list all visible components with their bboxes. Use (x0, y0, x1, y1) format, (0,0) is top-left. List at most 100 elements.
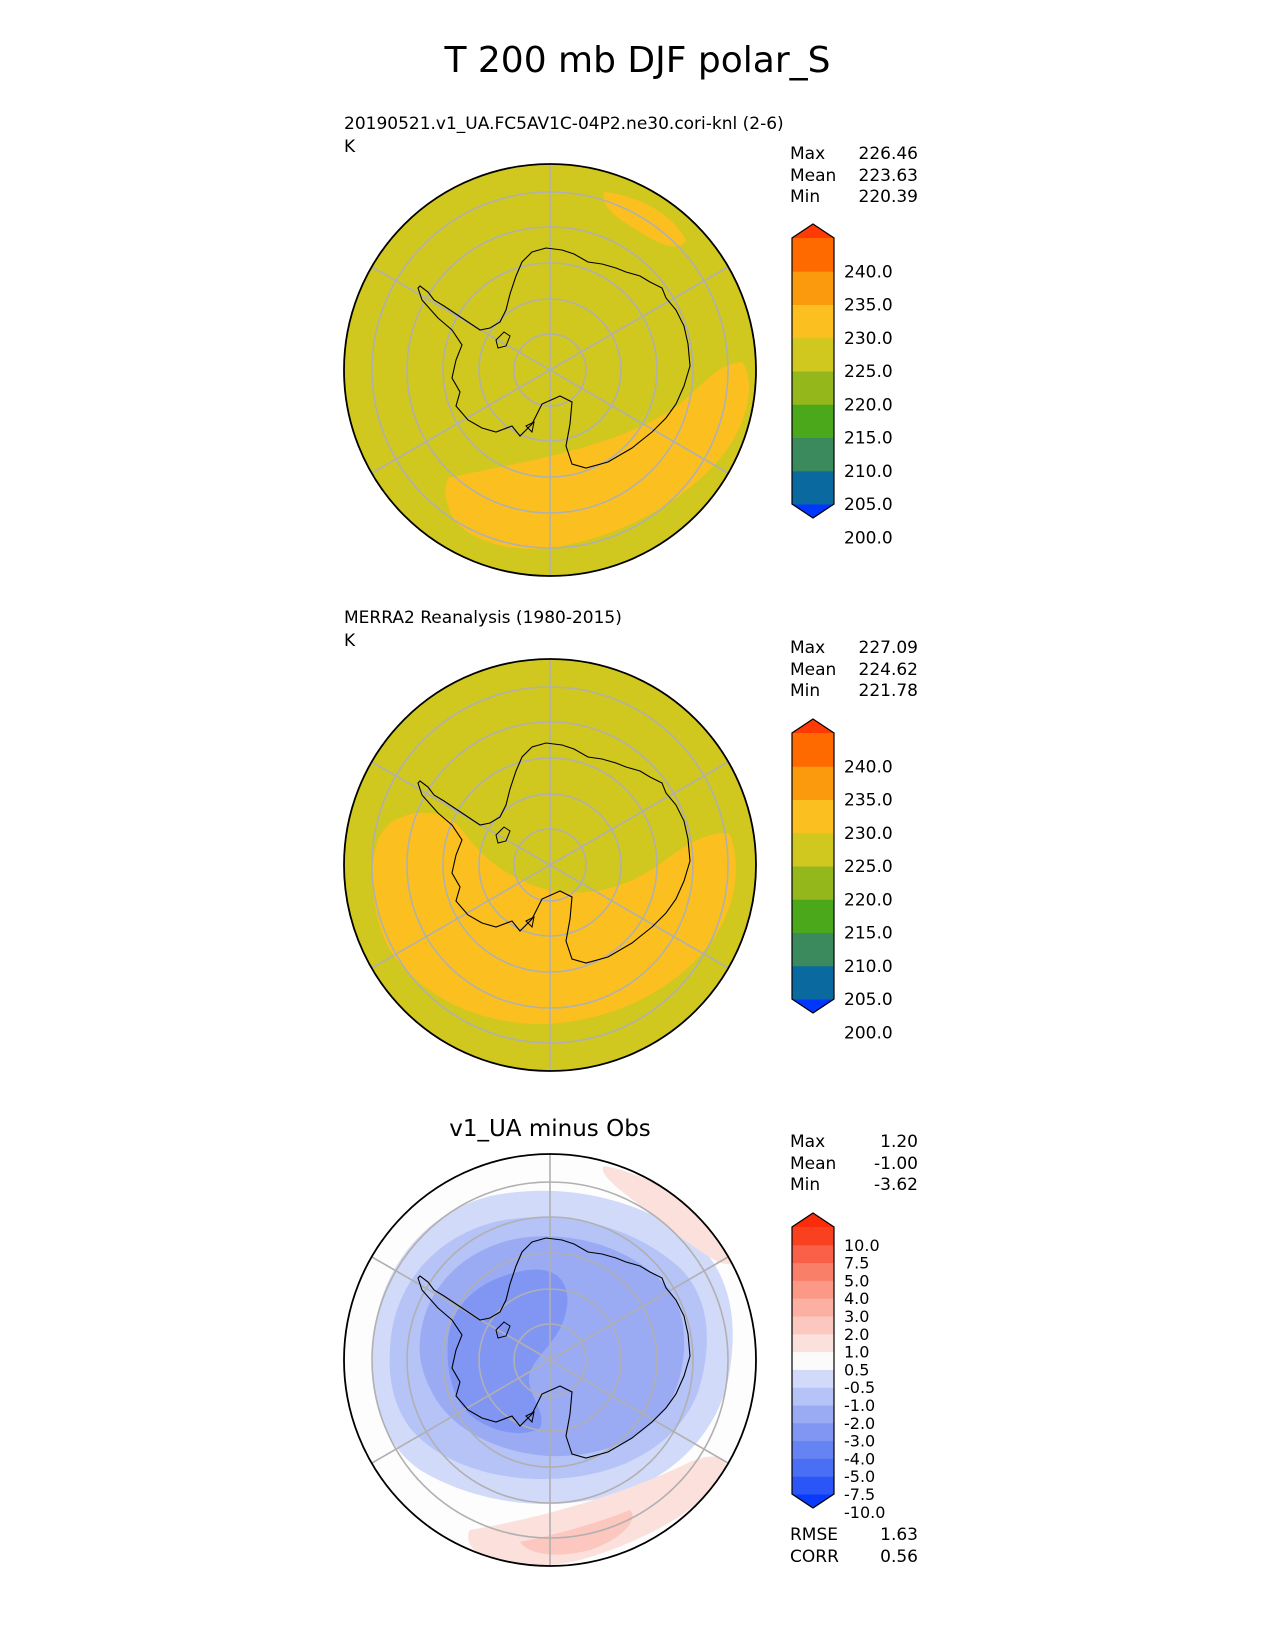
colorbar-band (792, 1387, 834, 1406)
colorbar-extend-min (792, 504, 834, 518)
colorbar-tick-label: 235.0 (844, 791, 893, 811)
colorbar-tick-label: 225.0 (844, 362, 893, 382)
neg-level-4 (447, 1269, 568, 1434)
colorbar-3: 10.07.55.04.03.02.01.00.5-0.5-1.0-2.0-3.… (791, 1212, 885, 1522)
colorbar-tick-label: 4.0 (844, 1289, 869, 1308)
colorbar-band (792, 733, 834, 767)
colorbar-tick-label: -2.0 (844, 1414, 875, 1433)
colorbar-band (792, 965, 834, 1000)
colorbar-band (792, 1244, 834, 1264)
colorbar-outline (791, 718, 835, 1014)
colorbar-tick-label: 200.0 (844, 1023, 893, 1043)
colorbar-tick-label: 205.0 (844, 990, 893, 1010)
stat-label: Mean (790, 165, 837, 186)
stat-value: 1.20 (880, 1132, 918, 1152)
colorbar-extend-max (792, 224, 834, 238)
colorbar-band (792, 766, 834, 800)
colorbar-tick-label: 225.0 (844, 857, 893, 877)
pos-band-s (468, 1456, 727, 1566)
panel-2-map (344, 659, 756, 1071)
colorbar-band (792, 1262, 834, 1281)
colorbar-tick-label: 235.0 (844, 296, 893, 316)
colorbar-tick-label: -10.0 (844, 1503, 885, 1522)
stat-value: 1.63 (880, 1525, 918, 1545)
colorbar-tick-label: 2.0 (844, 1325, 869, 1344)
panel-3-title: v1_UA minus Obs (449, 1116, 651, 1142)
colorbar-band (792, 1351, 834, 1370)
colorbar-outline (791, 223, 835, 519)
panel-3-stats: Max 1.20 Mean -1.00 Min -3.62 (790, 1132, 918, 1197)
colorbar-band (792, 404, 834, 438)
colorbar-band (792, 1298, 834, 1317)
colorbar-band (792, 371, 834, 405)
colorbar-tick-label: 240.0 (844, 757, 893, 777)
stat-label: Max (790, 1132, 826, 1152)
colorbar-band (792, 1333, 834, 1353)
colorbar-tick-label: -4.0 (844, 1449, 875, 1468)
colorbar-tick-label: -0.5 (844, 1378, 875, 1397)
colorbar-tick-label: 220.0 (844, 395, 893, 415)
colorbar-tick-label: 0.5 (844, 1360, 869, 1379)
panel-1-title: 20190521.v1_UA.FC5AV1C-04P2.ne30.cori-kn… (344, 114, 784, 134)
colorbar-tick-label: 200.0 (844, 528, 893, 548)
colorbar-tick-label: -1.0 (844, 1396, 875, 1415)
colorbar-tick-label: 240.0 (844, 262, 893, 282)
colorbar-band (792, 832, 834, 867)
colorbar-extend-max (792, 1213, 834, 1227)
panel-1-units: K (344, 137, 356, 157)
panel-3-extra-stats: RMSE 1.63 CORR 0.56 (790, 1525, 918, 1568)
warm-band (445, 362, 750, 549)
stat-value: 220.39 (858, 187, 918, 207)
colorbar-band (792, 1369, 834, 1388)
stat-value: 221.78 (858, 681, 918, 701)
colorbar-tick-label: 215.0 (844, 924, 893, 944)
stat-value: 0.56 (880, 1546, 918, 1567)
panel-1-map (344, 164, 756, 576)
stat-value: 226.46 (858, 144, 918, 164)
colorbar-tick-label: 210.0 (844, 957, 893, 977)
panel-1-stats: Max 226.46 Mean 223.63 Min 220.39 (790, 144, 918, 209)
colorbar-band (792, 799, 834, 834)
colorbar-tick-label: 215.0 (844, 429, 893, 449)
stat-value: -3.62 (874, 1175, 918, 1195)
panel-2-border (343, 658, 757, 1072)
colorbar-tick-label: 220.0 (844, 890, 893, 910)
stat-label: Mean (790, 659, 837, 680)
colorbar-band (792, 899, 834, 933)
colorbar-tick-label: 230.0 (844, 329, 893, 349)
colorbar-2: 240.0 235.0 230.0 225.0 220.0 215.0 210.0 205.0… (791, 718, 893, 1043)
colorbar-1: 240.0 235.0 230.0 225.0 220.0 215.0 210.0 205.0… (791, 223, 893, 548)
colorbar-band (792, 1405, 834, 1424)
stat-label: Min (790, 681, 821, 701)
colorbar-tick-label: -5.0 (844, 1467, 875, 1486)
colorbar-band (792, 337, 834, 372)
stat-label: Max (790, 144, 826, 164)
colorbar-extend-min (792, 1494, 834, 1508)
colorbar-band (792, 866, 834, 900)
stat-label: RMSE (790, 1525, 839, 1545)
colorbar-tick-label: 5.0 (844, 1271, 869, 1290)
colorbar-band (792, 470, 834, 505)
colorbar-tick-label: -3.0 (844, 1432, 875, 1451)
panel-1-border (343, 163, 757, 577)
pos-band-s-inner (520, 1510, 633, 1555)
colorbar-band (792, 437, 834, 472)
stat-value: -1.00 (874, 1153, 918, 1174)
colorbar-tick-label: 230.0 (844, 824, 893, 844)
stat-label: Min (790, 1175, 821, 1195)
colorbar-outline (791, 1212, 835, 1509)
colorbar-tick-label: 10.0 (844, 1236, 880, 1255)
stat-label: Mean (790, 1153, 837, 1174)
pos-patch-ne (602, 1166, 738, 1265)
panel-3-map (344, 1154, 756, 1566)
stat-label: Min (790, 187, 821, 207)
colorbar-extend-max (792, 719, 834, 733)
colorbar-band (792, 1227, 834, 1246)
panel-3-border (343, 1153, 757, 1567)
colorbar-band (792, 304, 834, 339)
colorbar-tick-label: 210.0 (844, 462, 893, 482)
colorbar-tick-label: 3.0 (844, 1307, 869, 1326)
colorbar-band (792, 238, 834, 272)
panel-2-stats: Max 227.09 Mean 224.62 Min 221.78 (790, 638, 918, 703)
